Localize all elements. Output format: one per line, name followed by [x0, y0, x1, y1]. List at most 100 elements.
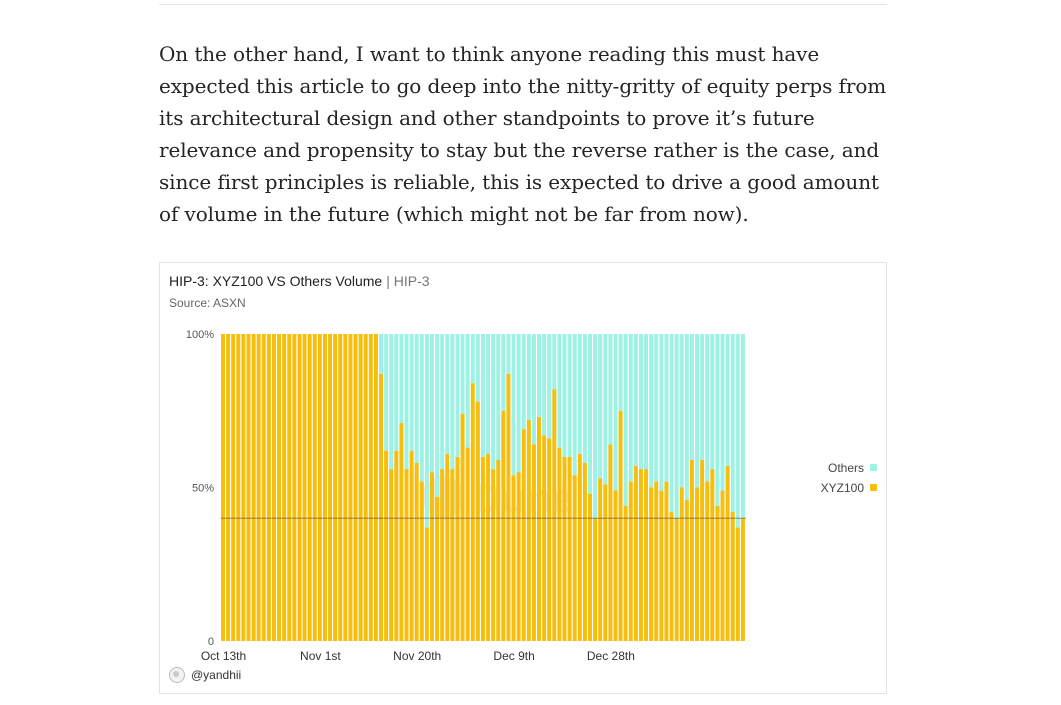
xyz100-bar — [674, 518, 679, 641]
xyz100-bar — [338, 334, 343, 641]
xyz100-bar — [373, 334, 378, 641]
others-bar — [409, 334, 414, 451]
xyz100-bar — [353, 334, 358, 641]
others-bar — [715, 334, 720, 506]
chart-title-tag: | HIP-3 — [386, 273, 430, 289]
others-bar — [389, 334, 394, 470]
xyz100-bar — [679, 487, 684, 641]
xyz100-bar — [516, 472, 521, 641]
others-bar — [567, 334, 572, 457]
xyz100-bar — [633, 466, 638, 641]
chart-bars — [221, 334, 745, 641]
xyz100-bar — [409, 450, 414, 641]
article-paragraph: On the other hand, I want to think anyon… — [159, 42, 887, 226]
others-bar — [486, 334, 491, 454]
xyz100-bar — [445, 453, 450, 641]
others-bar — [501, 334, 506, 411]
xyz100-bar — [307, 334, 312, 641]
xyz100-bar — [542, 435, 547, 641]
others-bar — [593, 334, 598, 519]
xyz100-bar — [236, 334, 241, 641]
xyz100-bar — [384, 450, 389, 641]
others-bar — [710, 334, 715, 470]
xyz100-bar — [480, 456, 485, 641]
xyz100-bar — [333, 334, 338, 641]
xyz100-bar — [363, 334, 368, 641]
xyz100-bar — [587, 493, 592, 641]
xyz100-bar — [577, 453, 582, 641]
xyz100-bar — [460, 413, 465, 641]
legend-swatch — [870, 484, 877, 491]
xyz100-bar — [526, 419, 531, 641]
xyz100-bar — [506, 373, 511, 641]
xyz100-bar — [725, 466, 730, 641]
chart-legend: Others XYZ100 — [821, 461, 877, 495]
others-bar — [689, 334, 694, 460]
xyz100-bar — [251, 334, 256, 641]
chart-title-text: HIP-3: XYZ100 VS Others Volume — [169, 273, 383, 289]
xyz100-bar — [669, 512, 674, 641]
x-tick-label: Oct 13th — [201, 649, 246, 663]
chart-footer: @yandhii — [169, 667, 241, 683]
legend-label: XYZ100 — [821, 481, 865, 495]
xyz100-bar — [379, 373, 384, 641]
xyz100-bar — [501, 410, 506, 641]
xyz100-bar — [297, 334, 302, 641]
xyz100-bar — [358, 334, 363, 641]
xyz100-bar — [710, 469, 715, 641]
others-bar — [526, 334, 531, 420]
xyz100-bar — [491, 469, 496, 641]
others-bar — [379, 334, 384, 374]
xyz100-bar — [231, 334, 236, 641]
xyz100-bar — [715, 505, 720, 641]
others-bar — [603, 334, 608, 485]
xyz100-bar — [511, 475, 516, 641]
others-bar — [557, 334, 562, 448]
xyz100-bar — [435, 496, 440, 641]
xyz100-bar — [277, 334, 282, 641]
xyz100-bar — [547, 438, 552, 641]
xyz100-bar — [246, 334, 251, 641]
others-bar — [521, 334, 526, 430]
others-bar — [577, 334, 582, 454]
xyz100-bar — [470, 383, 475, 641]
xyz100-bar — [486, 453, 491, 641]
others-bar — [618, 334, 623, 411]
others-bar — [531, 334, 536, 445]
xyz100-bar — [287, 334, 292, 641]
chart-title: HIP-3: XYZ100 VS Others Volume | HIP-3 — [169, 273, 430, 289]
xyz100-bar — [613, 490, 618, 641]
xyz100-bar — [394, 450, 399, 641]
others-bar — [435, 334, 440, 497]
xyz100-bar — [348, 334, 353, 641]
author-handle: @yandhii — [191, 668, 242, 682]
others-bar — [511, 334, 516, 476]
xyz100-bar — [475, 401, 480, 641]
others-bar — [445, 334, 450, 454]
author-avatar-icon — [169, 667, 185, 683]
x-tick-label: Nov 20th — [393, 649, 441, 663]
x-tick-label: Nov 1st — [300, 649, 341, 663]
xyz100-bar — [562, 456, 567, 641]
xyz100-bar — [424, 527, 429, 641]
others-bar — [429, 334, 434, 473]
xyz100-bar — [450, 469, 455, 641]
chart-y-axis: 0 50% 100% — [186, 329, 214, 648]
others-bar — [394, 334, 399, 451]
chart-source: Source: ASXN — [169, 296, 246, 310]
others-bar — [470, 334, 475, 384]
xyz100-bar — [271, 334, 276, 641]
xyz100-bar — [399, 423, 404, 641]
others-bar — [506, 334, 511, 374]
xyz100-bar — [557, 447, 562, 641]
others-bar — [440, 334, 445, 470]
others-bar — [552, 334, 557, 390]
x-tick-label: Dec 9th — [493, 649, 534, 663]
others-bar — [496, 334, 501, 460]
others-bar — [740, 334, 745, 519]
others-bar — [664, 334, 669, 482]
xyz100-bar — [603, 484, 608, 641]
others-bar — [649, 334, 654, 488]
xyz100-bar — [429, 472, 434, 641]
